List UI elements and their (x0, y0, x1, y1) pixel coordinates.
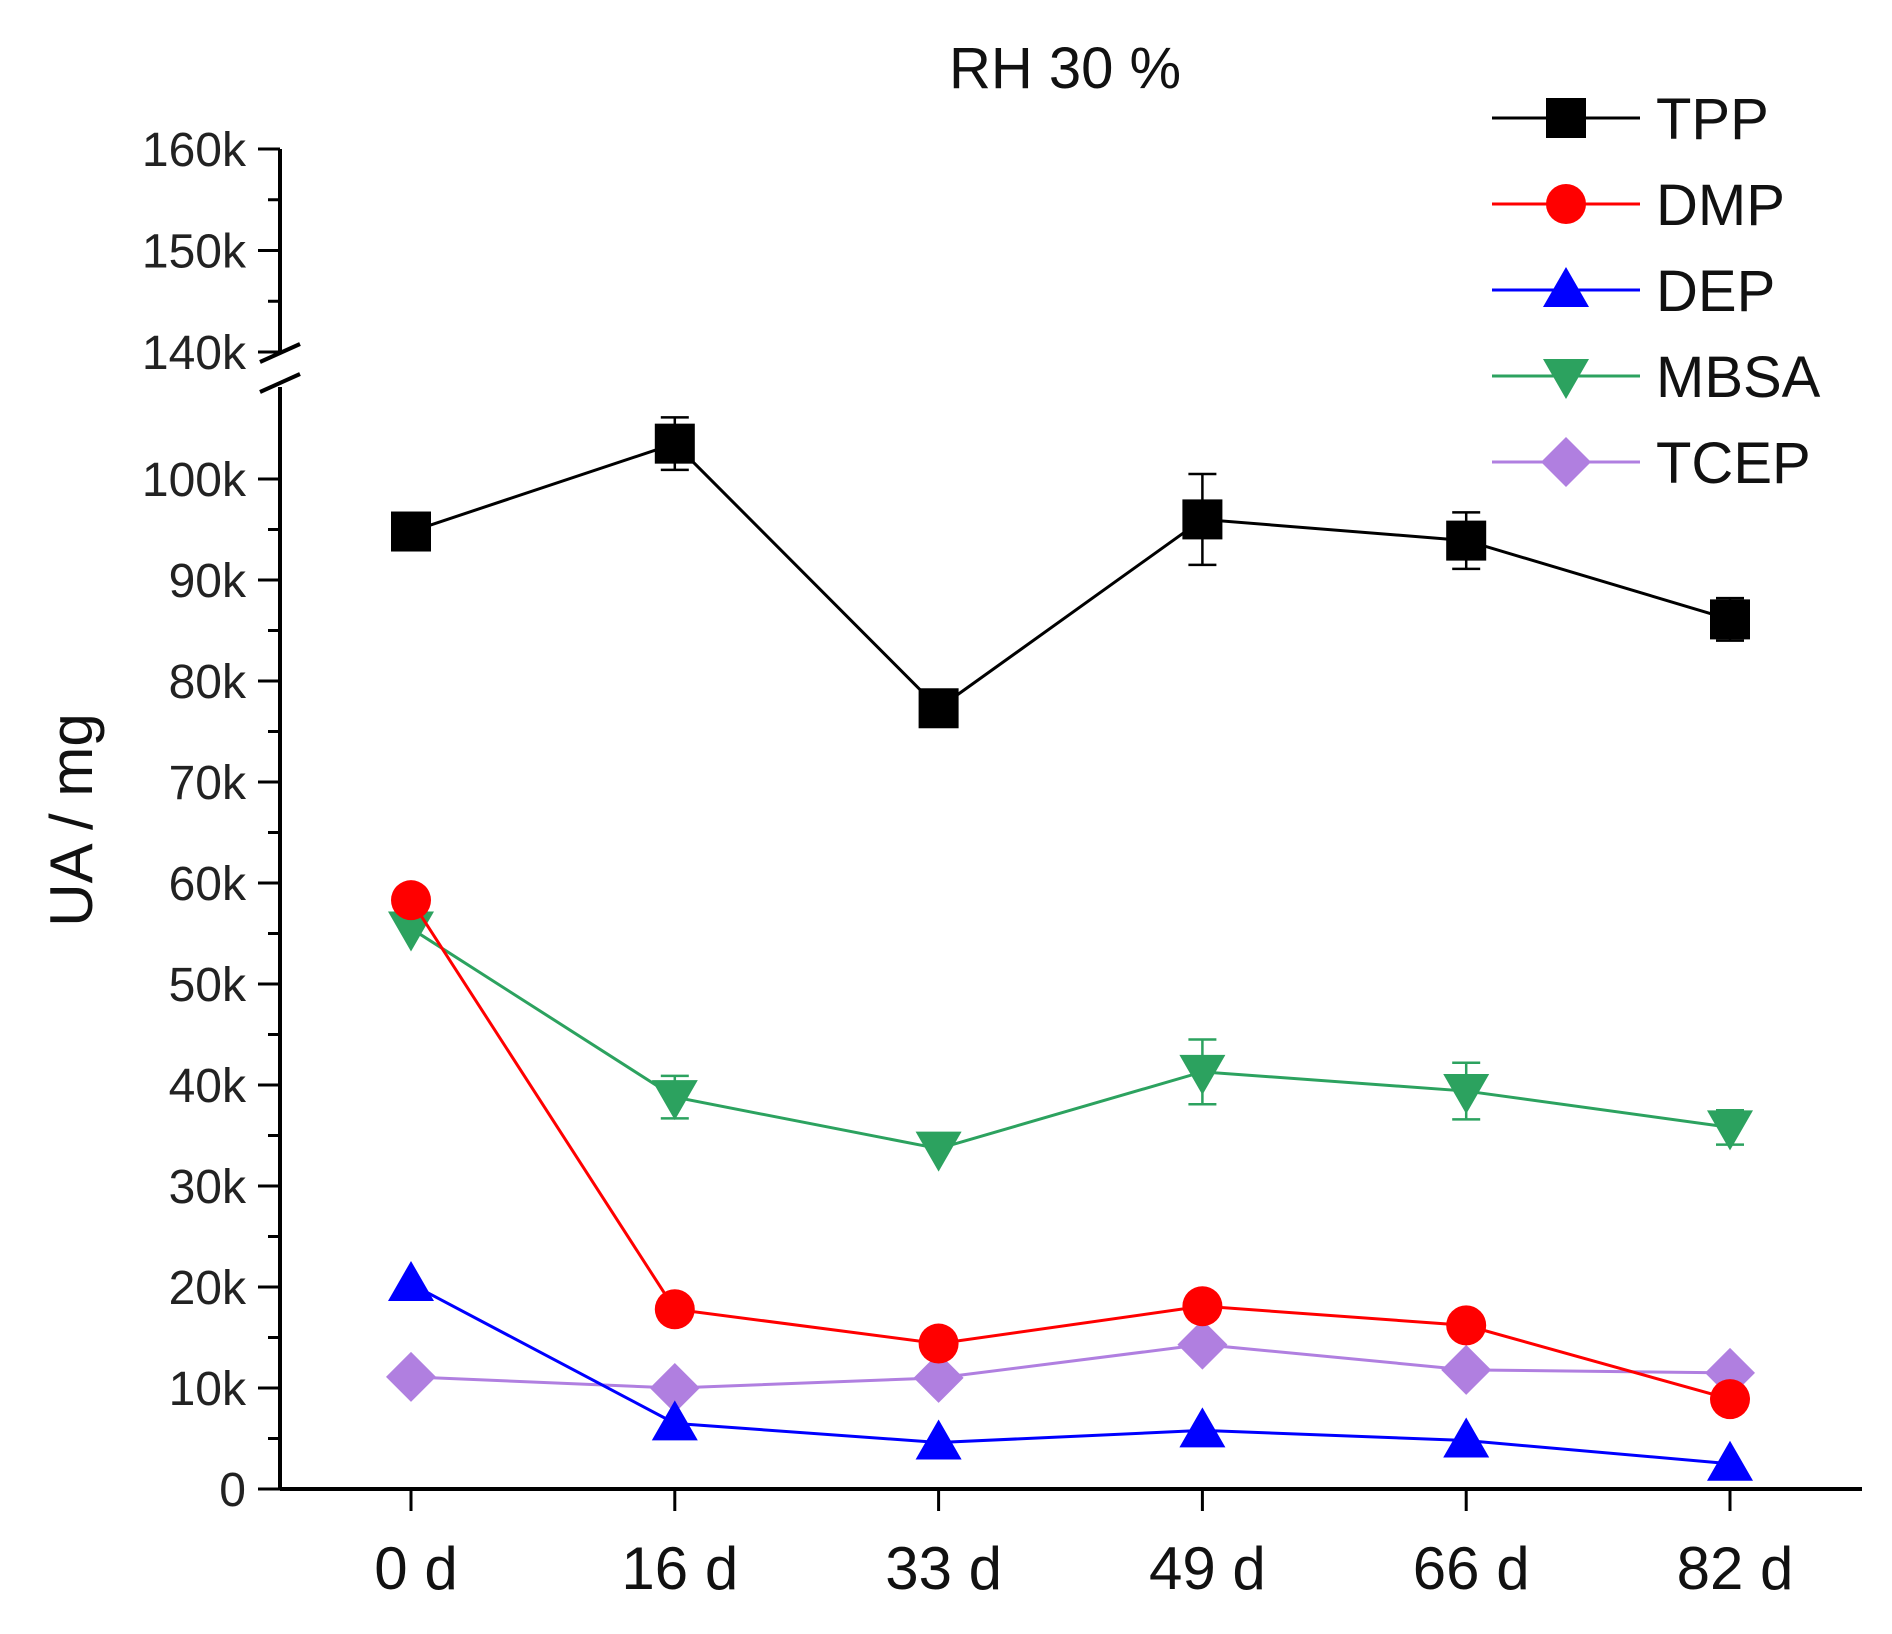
data-point (391, 511, 431, 552)
data-point (1446, 520, 1487, 561)
y-tick-label: 80k (169, 656, 247, 709)
series-line (410, 927, 1731, 1151)
y-tick-label: 150k (142, 226, 247, 279)
y-tick-label: 60k (169, 858, 247, 911)
data-point (918, 1323, 959, 1364)
data-point (1443, 1417, 1490, 1458)
y-tick-label: 50k (169, 959, 247, 1012)
data-point (918, 688, 959, 729)
legend-marker (1541, 437, 1591, 487)
data-point (654, 423, 695, 464)
data-point (1179, 1054, 1226, 1095)
y-tick-label: 30k (169, 1161, 247, 1214)
legend: TPP DMP DEP MBSA TCEP (1492, 87, 1821, 496)
data-point (1707, 1440, 1753, 1481)
data-point (1182, 1286, 1223, 1327)
data-point (1443, 1074, 1490, 1115)
data-point (654, 1289, 695, 1330)
y-tick-label: 70k (169, 757, 247, 810)
data-point (649, 1363, 700, 1413)
data-point (388, 1260, 434, 1301)
x-tick-label: 49 d (1149, 1535, 1266, 1602)
data-point (1179, 1407, 1226, 1448)
axes: 0 10k 20k 30k 40k 50k 60k 70k 80k 90k 100k 140k 150k… (142, 124, 1862, 1602)
x-tick-label: 66 d (1413, 1535, 1530, 1602)
legend-label: MBSA (1656, 345, 1821, 410)
series-dmp (391, 880, 1750, 1420)
y-tick-label: 40k (169, 1060, 247, 1113)
data-point (915, 1419, 962, 1460)
data-point (1441, 1344, 1492, 1395)
series-tpp (391, 416, 1750, 729)
legend-label: TPP (1656, 87, 1769, 152)
data-point (651, 1080, 698, 1121)
legend-item-mbsa: MBSA (1492, 345, 1821, 410)
data-point (1446, 1305, 1487, 1346)
series-dep (388, 1260, 1753, 1481)
y-tick-label: 90k (169, 555, 247, 608)
data-point (1710, 599, 1750, 640)
legend-marker (1546, 98, 1586, 138)
series-line (410, 1282, 1731, 1466)
legend-item-tpp: TPP (1492, 87, 1769, 152)
legend-item-dmp: DMP (1492, 173, 1785, 238)
series-mbsa (388, 911, 1753, 1172)
x-tick-label: 16 d (621, 1535, 738, 1602)
data-point (386, 1351, 436, 1402)
series-layer (386, 416, 1755, 1481)
data-point (913, 1352, 964, 1403)
y-axis-label: UA / mg (38, 713, 105, 926)
y-tick-label: 100k (142, 454, 247, 507)
data-point (391, 880, 431, 921)
x-tick-label: 33 d (885, 1535, 1002, 1602)
y-tick-label: 140k (142, 327, 247, 380)
legend-marker (1543, 359, 1589, 399)
legend-marker (1546, 184, 1586, 224)
legend-item-dep: DEP (1492, 259, 1775, 324)
y-tick-label: 10k (169, 1363, 247, 1416)
y-tick-label: 160k (142, 124, 247, 177)
y-tick-label: 0 (219, 1464, 246, 1517)
data-point (915, 1131, 962, 1172)
x-tick-label: 82 d (1677, 1535, 1794, 1602)
data-point (651, 1400, 698, 1441)
series-line (409, 899, 1731, 1401)
series-line (410, 441, 1731, 711)
data-point (1710, 1379, 1750, 1420)
data-point (1707, 1110, 1753, 1151)
legend-marker (1543, 267, 1589, 307)
legend-label: TCEP (1656, 431, 1811, 496)
x-tick-label: 0 d (374, 1535, 457, 1602)
axis-break-mark (259, 372, 301, 394)
legend-label: DEP (1656, 259, 1775, 324)
y-tick-label: 20k (169, 1262, 247, 1315)
legend-item-tcep: TCEP (1492, 431, 1811, 496)
legend-label: DMP (1656, 173, 1785, 238)
data-point (1177, 1319, 1228, 1370)
series-line (410, 1343, 1731, 1390)
data-point (1182, 499, 1223, 540)
series-tcep (386, 1319, 1755, 1413)
chart-title: RH 30 % (949, 36, 1181, 101)
data-point (388, 911, 434, 952)
